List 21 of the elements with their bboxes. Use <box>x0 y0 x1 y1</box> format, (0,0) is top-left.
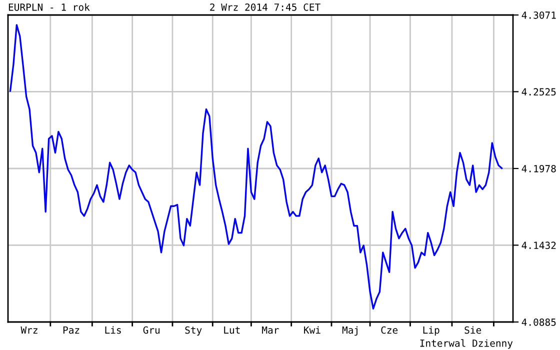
y-tick-label: 4.2525 <box>522 88 556 96</box>
x-tick-label: Lis <box>105 326 121 334</box>
x-tick-label: Lip <box>423 326 440 336</box>
x-tick-label: Sie <box>464 326 482 334</box>
y-tick-label: 4.1432 <box>522 242 556 250</box>
y-tick-label: 4.3071 <box>522 12 556 19</box>
text: Interwal Dzienny <box>420 339 513 349</box>
x-tick-label: Maj <box>342 326 358 336</box>
x-tick-label: Cze <box>381 326 398 334</box>
y-tick-label: 4.1978 <box>522 165 556 172</box>
line-series <box>9 24 503 310</box>
x-tick-label: Paz <box>63 326 80 334</box>
x-tick-label: Lut <box>224 326 240 334</box>
chart-title: EURPLN - 1 rok <box>8 3 90 11</box>
x-tick-label: Sty <box>185 326 202 336</box>
x-tick-label: Mar <box>262 326 279 334</box>
x-tick-label: Kwi <box>304 326 320 334</box>
y-tick-label: 4.0885 <box>522 318 556 326</box>
x-tick-label: Wrz <box>20 326 38 334</box>
x-tick-label: Gru <box>143 326 160 334</box>
chart-subtitle: 2 Wrz 2014 7:45 CET <box>210 3 320 11</box>
